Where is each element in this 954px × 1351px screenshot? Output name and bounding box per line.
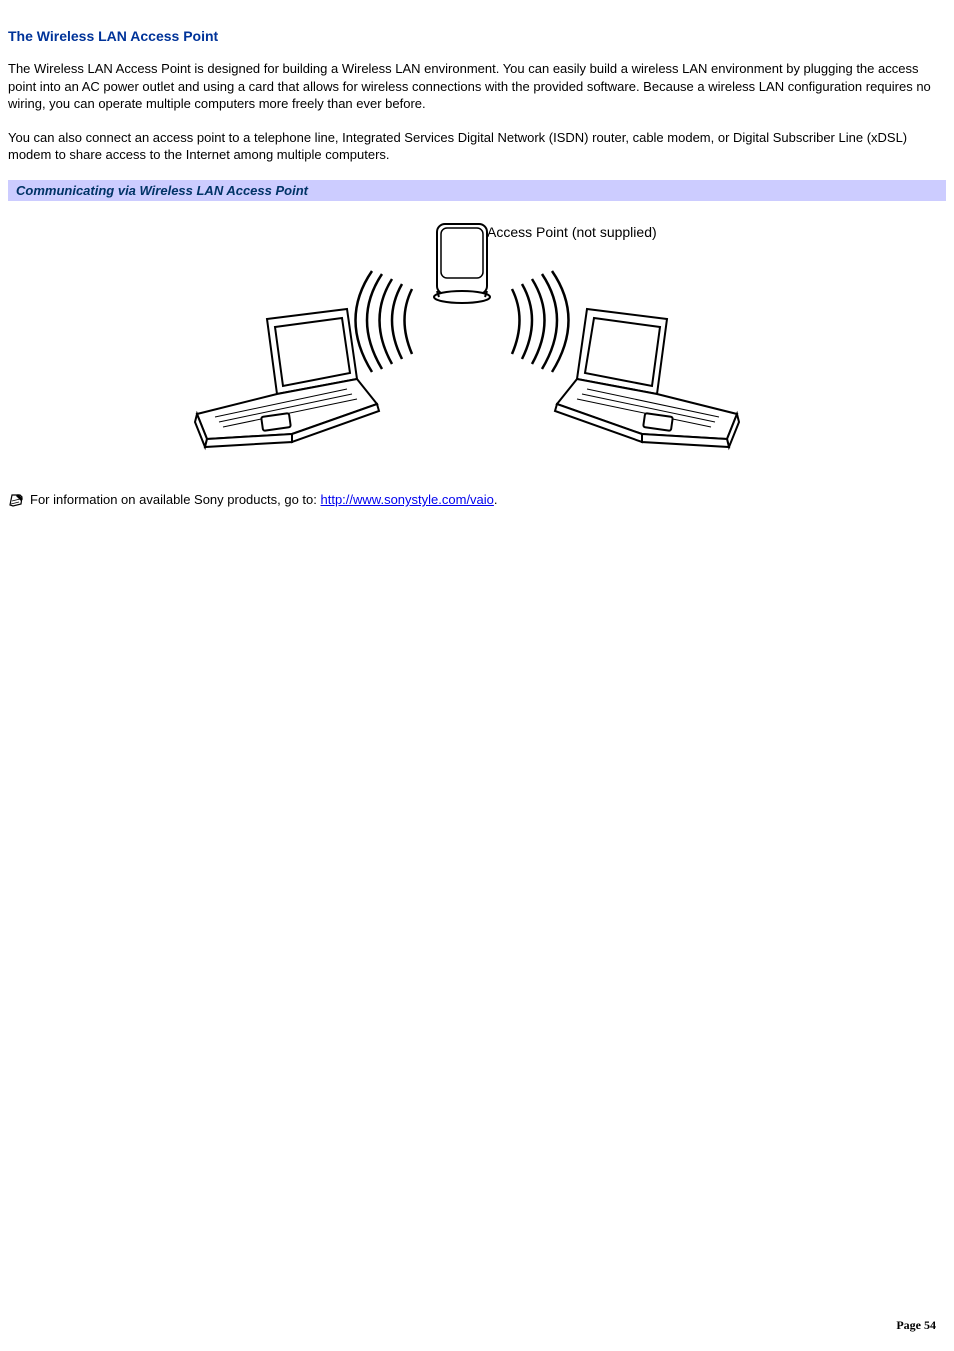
laptop-right-icon <box>555 309 739 447</box>
note-suffix: . <box>494 492 498 507</box>
page-footer: Page 54 <box>896 1318 936 1333</box>
page-heading: The Wireless LAN Access Point <box>8 28 946 44</box>
sony-products-link[interactable]: http://www.sonystyle.com/vaio <box>321 492 494 507</box>
info-note: For information on available Sony produc… <box>8 492 946 508</box>
note-prefix: For information on available Sony produc… <box>30 492 321 507</box>
note-icon <box>8 492 26 508</box>
laptop-left-icon <box>195 309 379 447</box>
diagram-container: Access Point (not supplied) <box>8 209 946 462</box>
wireless-signal-left-icon <box>356 271 413 372</box>
intro-paragraph-1: The Wireless LAN Access Point is designe… <box>8 60 946 113</box>
note-text: For information on available Sony produc… <box>30 492 498 507</box>
section-banner: Communicating via Wireless LAN Access Po… <box>8 180 946 201</box>
access-point-icon <box>434 224 490 303</box>
wireless-signal-right-icon <box>512 271 569 372</box>
wireless-lan-diagram: Access Point (not supplied) <box>147 209 807 459</box>
intro-paragraph-2: You can also connect an access point to … <box>8 129 946 164</box>
diagram-label: Access Point (not supplied) <box>487 224 657 240</box>
